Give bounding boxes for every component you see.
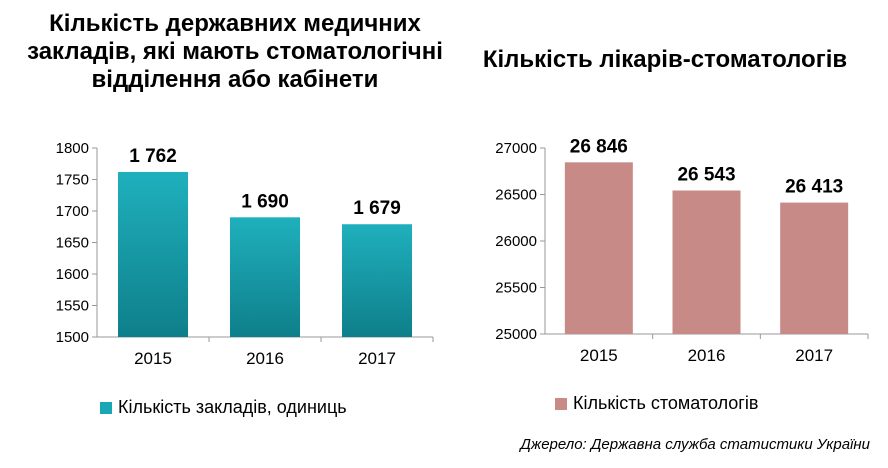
dentists-bar-2017 [780,202,849,334]
dentists-bar-2015 [564,162,633,334]
dentists-y-tick-label: 27000 [495,140,537,157]
dentists-y-tick-label: 25000 [495,326,537,343]
institutions-category-label-2017: 2017 [358,349,396,368]
institutions-y-tick-label: 1500 [56,329,89,346]
institutions-y-tick-label: 1650 [56,235,89,252]
dentists-bar-2016 [672,190,741,334]
institutions-y-tick-label: 1800 [56,140,89,157]
institutions-y-tick-label: 1700 [56,203,89,220]
institutions-y-tick-label: 1600 [56,266,89,283]
source-note: Джерело: Державна служба статистики Укра… [520,436,870,453]
chart-title-dentists: Кількість лікарів-стоматологів [482,46,848,73]
legend-label-institutions: Кількість закладів, одиниць [118,397,347,417]
legend-swatch-institutions [100,401,112,414]
dentists-category-label-2017: 2017 [795,346,833,365]
dentists-category-label-2015: 2015 [580,346,618,365]
dentists-data-label-2015: 26 846 [570,136,628,157]
institutions-bar-2016 [230,217,300,337]
institutions-bar-2017 [342,224,412,337]
institutions-bar-chart: 1500 1550 1600 1650 1700 1750 1800 1 762 2015 1 6… [56,140,434,368]
dentists-y-tick-label: 25500 [495,280,537,297]
chart-title-institutions: Кількість державних медичних закладів, я… [27,10,443,93]
legend-institutions: Кількість закладів, одиниць [100,397,347,418]
legend-dentists: Кількість стоматологів [555,393,758,414]
dentists-data-label-2016: 26 543 [677,165,735,186]
institutions-data-label-2017: 1 679 [353,198,401,219]
institutions-category-label-2015: 2015 [134,349,172,368]
dentists-y-tick-label: 26000 [495,233,537,250]
institutions-data-label-2015: 1 762 [129,146,177,167]
institutions-category-label-2016: 2016 [246,349,284,368]
institutions-y-tick-label: 1750 [56,172,89,189]
dentists-data-label-2017: 26 413 [785,177,843,198]
institutions-y-tick-label: 1550 [56,298,89,315]
dentists-y-tick-label: 26500 [495,187,537,204]
institutions-bar-2015 [118,171,188,337]
institutions-data-label-2016: 1 690 [241,191,289,212]
legend-label-dentists: Кількість стоматологів [573,393,759,413]
dentists-bar-chart: 25000 25500 26000 26500 27000 26 846 2015 26 54… [495,136,869,365]
dentists-category-label-2016: 2016 [688,346,726,365]
legend-swatch-dentists [555,397,567,410]
